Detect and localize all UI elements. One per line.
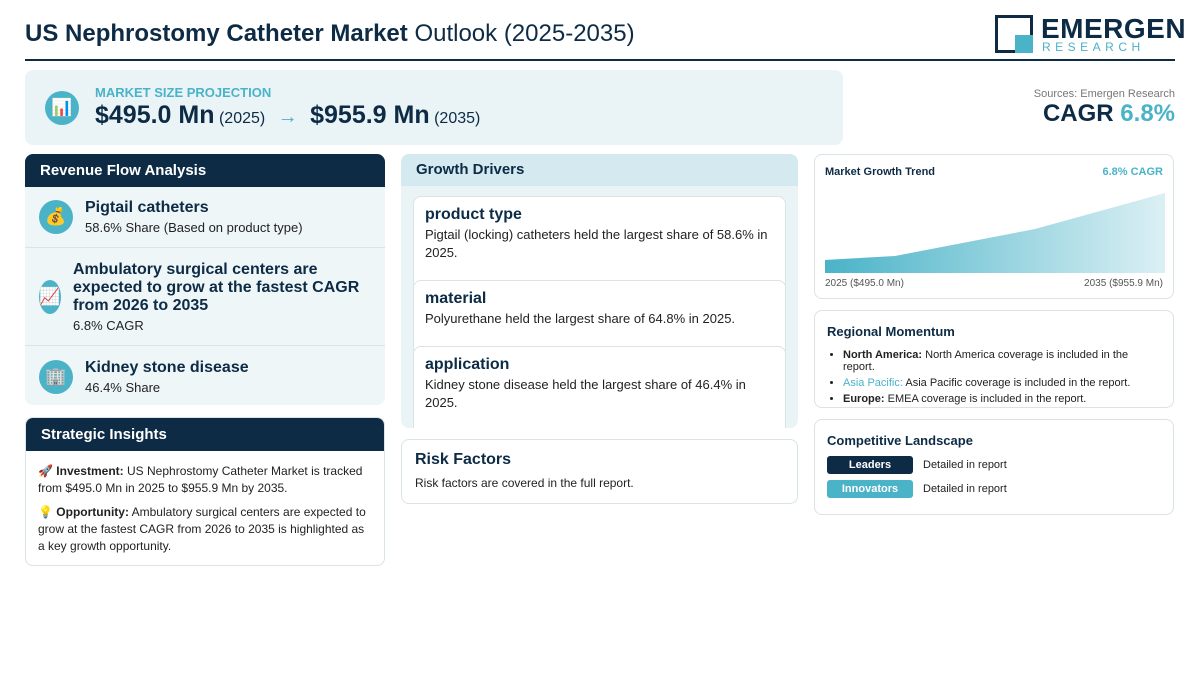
projection-icon: 📊 (45, 91, 79, 125)
driver-card: material Polyurethane held the largest sh… (413, 280, 786, 356)
title-rest: Outlook (2025-2035) (414, 20, 635, 47)
logo-text: EMERGEN (1041, 13, 1187, 44)
arrow: → (277, 106, 298, 128)
item-title: Kidney stone disease (85, 358, 249, 376)
source: Sources: Emergen Research (1033, 88, 1175, 100)
driver-card: application Kidney stone disease held the… (413, 346, 786, 428)
logo-mark (995, 15, 1033, 53)
revenue-item: 📈 Ambulatory surgical centers are expect… (25, 248, 385, 346)
region-name: Asia Pacific: (843, 377, 903, 389)
revenue-item: 💰 Pigtail catheters 58.6% Share (Based on… (25, 187, 385, 248)
driver-text: Polyurethane held the largest share of 6… (425, 311, 736, 326)
region-text: North America coverage is included in th… (843, 349, 1129, 373)
cagr-label: CAGR (1042, 100, 1114, 127)
risk-title: Risk Factors (415, 451, 512, 468)
item-detail: 58.6% Share (Based on product type) (85, 220, 303, 235)
item-icon: 💰 (39, 200, 73, 234)
region-item: North America: North America coverage is… (843, 349, 1161, 373)
insight-text: Ambulatory surgical centers are expected… (38, 505, 366, 553)
competitive-title: Competitive Landscape (827, 433, 973, 448)
cagr: CAGR 6.8% (1043, 100, 1175, 128)
trend-panel: Market Growth Trend 6.8% CAGR 2025 ($495… (814, 154, 1174, 299)
item-title: Pigtail catheters (85, 199, 209, 216)
insights-body: 🚀 Investment: US Nephrostomy Catheter Ma… (26, 451, 384, 555)
badge: Leaders (827, 456, 913, 474)
area-shape (825, 193, 1165, 273)
badge: Innovators (827, 480, 913, 498)
regional-panel: Regional Momentum North America: North A… (814, 310, 1174, 408)
insight: 💡 Opportunity: Ambulatory surgical cente… (38, 504, 372, 555)
insights-panel: Strategic Insights 🚀 Investment: US Neph… (25, 417, 385, 566)
projection-box: 📊 MARKET SIZE PROJECTION $495.0 Mn (2025… (25, 70, 843, 145)
badge-text: Detailed in report (923, 459, 1007, 471)
regional-title: Regional Momentum (827, 324, 955, 339)
projection-values: $495.0 Mn (2025) → $955.9 Mn (2035) (95, 101, 480, 130)
regional-list: North America: North America coverage is… (827, 349, 1161, 405)
risk-text: Risk factors are covered in the full rep… (415, 476, 634, 490)
driver-text: Pigtail (locking) catheters held the lar… (425, 227, 768, 260)
panel-header: Growth Drivers (401, 154, 798, 186)
region-name: Europe: (843, 393, 885, 405)
insight-label: Opportunity: (56, 505, 129, 519)
cagr-value: 6.8% (1120, 100, 1175, 127)
trend-start: 2025 ($495.0 Mn) (825, 278, 904, 289)
insight-icon: 🚀 (38, 464, 53, 478)
insight-label: Investment: (56, 464, 124, 478)
region-item: Asia Pacific: Asia Pacific coverage is i… (843, 377, 1161, 389)
driver-title: product type (425, 206, 522, 223)
region-name: North America: (843, 349, 923, 361)
title: US Nephrostomy Catheter Market Outlook (… (25, 20, 635, 48)
trend-cagr: 6.8% CAGR (1102, 166, 1163, 178)
driver-title: material (425, 290, 487, 307)
competitive-row: Leaders Detailed in report (827, 456, 1161, 474)
divider (25, 59, 1175, 61)
competitive-row: Innovators Detailed in report (827, 480, 1161, 498)
projection-label: MARKET SIZE PROJECTION (95, 85, 272, 100)
trend-area (825, 193, 1165, 273)
driver-card: product type Pigtail (locking) catheters … (413, 196, 786, 290)
driver-text: Kidney stone disease held the largest sh… (425, 377, 746, 410)
start-value: $495.0 Mn (95, 101, 215, 129)
trend-end: 2035 ($955.9 Mn) (1084, 278, 1163, 289)
logo-mark-accent (1015, 35, 1033, 53)
region-item: Europe: EMEA coverage is included in the… (843, 393, 1161, 405)
driver-title: application (425, 356, 510, 373)
region-text: Asia Pacific coverage is included in the… (905, 377, 1131, 389)
insight-text: US Nephrostomy Catheter Market is tracke… (38, 464, 363, 495)
drivers-panel: Growth Drivers product type Pigtail (lock… (401, 154, 798, 428)
end-year: (2035) (434, 110, 481, 127)
item-detail: 6.8% CAGR (73, 317, 144, 333)
risk-panel: Risk Factors Risk factors are covered in… (401, 439, 798, 504)
trend-title: Market Growth Trend (825, 166, 936, 178)
end-value: $955.9 Mn (310, 101, 430, 129)
logo-subtext: RESEARCH (1042, 40, 1145, 54)
badge-text: Detailed in report (923, 483, 1007, 495)
revenue-item: 🏢 Kidney stone disease 46.4% Share (25, 346, 385, 405)
item-icon: 📈 (39, 279, 61, 314)
panel-header: Strategic Insights (26, 418, 384, 451)
insight-icon: 💡 (38, 505, 53, 519)
insight: 🚀 Investment: US Nephrostomy Catheter Ma… (38, 463, 372, 497)
competitive-panel: Competitive Landscape Leaders Detailed in… (814, 419, 1174, 515)
item-detail: 46.4% Share (85, 379, 161, 395)
item-title: Ambulatory surgical centers are expected… (73, 260, 360, 314)
region-text: EMEA coverage is included in the report. (887, 393, 1087, 405)
revenue-panel: Revenue Flow Analysis 💰 Pigtail catheter… (25, 154, 385, 405)
panel-header: Revenue Flow Analysis (25, 154, 385, 187)
title-bold: US Nephrostomy Catheter Market (25, 20, 408, 47)
item-icon: 🏢 (39, 359, 73, 394)
start-year: (2025) (218, 110, 266, 127)
